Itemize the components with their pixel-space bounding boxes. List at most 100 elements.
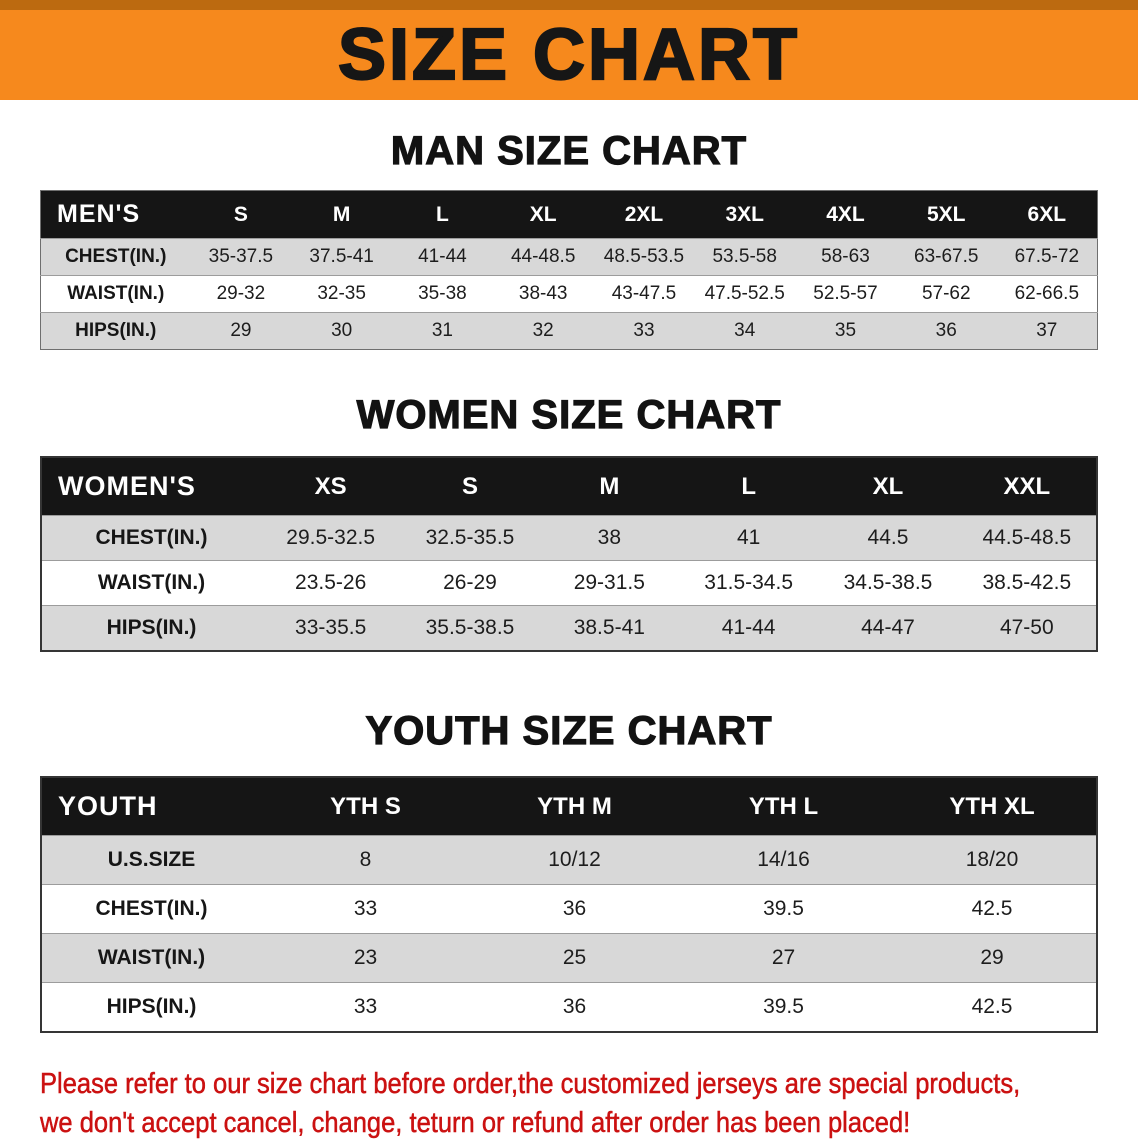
size-value: 35.5-38.5 <box>425 616 515 639</box>
size-column-header: 6XL <box>996 190 1098 239</box>
size-value: 31.5-34.5 <box>704 571 794 594</box>
table-corner-label: WOMEN'S <box>41 457 261 516</box>
size-column-header: L <box>678 457 819 516</box>
women-table-body: CHEST(IN.) 29.5-32.5 32.5-35.5 38 41 44.5 44.5… <box>41 515 1097 651</box>
size-value: 32 <box>532 320 554 341</box>
size-column-header: L <box>392 190 493 239</box>
table-row: HIPS(IN.) 29 30 31 32 33 34 35 36 37 <box>40 312 1098 350</box>
size-value: 36 <box>935 320 957 341</box>
size-value: 10/12 <box>548 848 601 871</box>
size-column-header: 3XL <box>694 190 796 239</box>
size-value: 29 <box>230 320 252 341</box>
size-value: 37 <box>1036 320 1058 341</box>
size-value: 43-47.5 <box>611 283 677 304</box>
size-value: 42.5 <box>971 897 1013 920</box>
size-value: 63-67.5 <box>914 246 979 267</box>
size-value: 29.5-32.5 <box>286 526 376 549</box>
size-column-header: YTH M <box>470 777 679 836</box>
size-value: 38.5-41 <box>573 616 645 639</box>
size-value: 31 <box>431 320 453 341</box>
table-row: WAIST(IN.) 29-32 32-35 35-38 38-43 43-47.5 47.… <box>40 275 1098 313</box>
size-value: 47-50 <box>999 616 1054 639</box>
disclaimer-line: we don't accept cancel, change, teturn o… <box>40 1107 911 1140</box>
size-column-header: YTH XL <box>888 777 1097 836</box>
size-column-header: S <box>400 457 540 516</box>
size-column-header: XS <box>261 457 401 516</box>
table-row: CHEST(IN.) 29.5-32.5 32.5-35.5 38 41 44.5 44.5… <box>41 515 1097 561</box>
size-column-header: YTH L <box>679 777 888 836</box>
size-value: 8 <box>359 848 372 871</box>
size-value: 41 <box>736 526 761 549</box>
size-value: 57-62 <box>921 283 971 304</box>
size-value: 26-29 <box>443 571 497 594</box>
size-value: 47.5-52.5 <box>704 283 785 304</box>
row-label: CHEST(IN.) <box>65 246 167 267</box>
table-row: WAIST(IN.) 23 25 27 29 <box>41 933 1097 983</box>
row-label: CHEST(IN.) <box>95 526 208 549</box>
size-column-header: 4XL <box>795 190 896 239</box>
man-size-heading: MAN SIZE CHART <box>390 128 748 173</box>
size-column-header: M <box>291 190 393 239</box>
size-value: 44-48.5 <box>510 246 576 267</box>
size-value: 44.5 <box>867 526 909 549</box>
size-value: 27 <box>771 946 796 969</box>
size-value: 23 <box>353 946 378 969</box>
size-value: 33 <box>633 320 655 341</box>
youth-table-header-row: YOUTH YTH S YTH M YTH L YTH XL <box>41 777 1097 836</box>
table-row: WAIST(IN.) 23.5-26 26-29 29-31.5 31.5-34.5 34… <box>41 560 1097 606</box>
size-value: 38 <box>597 526 621 549</box>
size-column-header: 2XL <box>593 190 695 239</box>
row-label: HIPS(IN.) <box>75 320 157 341</box>
size-value: 67.5-72 <box>1014 246 1080 267</box>
size-column-header: XL <box>492 190 594 239</box>
size-value: 32-35 <box>317 283 366 304</box>
women-size-table: WOMEN'S XS S M L XL XXL CHEST(IN.) 29.5-32.5 32.… <box>40 456 1098 652</box>
size-value: 41-44 <box>721 616 776 639</box>
youth-table-body: U.S.SIZE 8 10/12 14/16 18/20 CHEST(IN.) 33 36 39… <box>41 835 1097 1033</box>
table-row: CHEST(IN.) 35-37.5 37.5-41 41-44 44-48.5 48.5… <box>40 238 1098 276</box>
size-value: 34 <box>734 320 756 341</box>
size-value: 36 <box>562 995 587 1018</box>
size-value: 14/16 <box>757 848 810 871</box>
women-table-header-row: WOMEN'S XS S M L XL XXL <box>41 457 1097 516</box>
size-value: 48.5-53.5 <box>603 246 685 267</box>
table-row: CHEST(IN.) 33 36 39.5 42.5 <box>41 884 1097 934</box>
size-value: 23.5-26 <box>295 571 367 594</box>
size-column-header: XXL <box>957 457 1097 516</box>
row-label: WAIST(IN.) <box>97 571 206 594</box>
size-value: 53.5-58 <box>712 246 777 267</box>
disclaimer: Please refer to our size chart before or… <box>40 1065 1138 1143</box>
size-column-header: YTH S <box>261 777 470 836</box>
size-value: 37.5-41 <box>309 246 374 267</box>
table-row: HIPS(IN.) 33 36 39.5 42.5 <box>41 982 1097 1033</box>
banner-title: SIZE CHART <box>337 15 800 95</box>
size-value: 35-38 <box>418 283 467 304</box>
size-value: 52.5-57 <box>813 283 878 304</box>
women-size-heading: WOMEN SIZE CHART <box>356 392 782 437</box>
size-value: 38.5-42.5 <box>982 571 1072 594</box>
size-value: 29-31.5 <box>573 571 645 594</box>
size-value: 35 <box>834 320 857 341</box>
row-label: WAIST(IN.) <box>67 283 165 304</box>
size-value: 33 <box>353 995 378 1018</box>
size-value: 44-47 <box>861 616 915 639</box>
table-corner-label: YOUTH <box>41 777 261 836</box>
youth-size-heading: YOUTH SIZE CHART <box>365 708 773 753</box>
disclaimer-line: Please refer to our size chart before or… <box>40 1068 1021 1101</box>
man-size-section: MAN SIZE CHART MEN'S S M L XL 2XL 3XL 4XL 5XL 6XL… <box>0 128 1138 350</box>
size-value: 29-32 <box>216 283 266 304</box>
row-label: HIPS(IN.) <box>106 616 197 639</box>
size-value: 18/20 <box>965 848 1019 871</box>
men-size-table: MEN'S S M L XL 2XL 3XL 4XL 5XL 6XL CHEST(IN.) 35-3… <box>40 190 1098 350</box>
size-value: 25 <box>562 946 587 969</box>
men-table-body: CHEST(IN.) 35-37.5 37.5-41 41-44 44-48.5 48.5… <box>40 238 1098 350</box>
table-corner-label: MEN'S <box>40 190 191 239</box>
size-value: 39.5 <box>763 995 804 1018</box>
size-value: 36 <box>562 897 587 920</box>
youth-size-table: YOUTH YTH S YTH M YTH L YTH XL U.S.SIZE 8 10/1… <box>40 776 1098 1033</box>
size-value: 41-44 <box>418 246 467 267</box>
size-value: 35-37.5 <box>208 246 274 267</box>
size-value: 39.5 <box>763 897 804 920</box>
size-column-header: 5XL <box>895 190 997 239</box>
row-label: WAIST(IN.) <box>97 946 206 969</box>
